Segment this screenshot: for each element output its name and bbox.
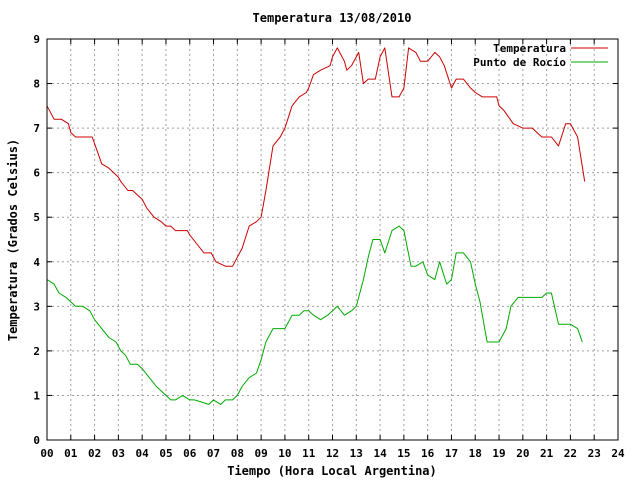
x-tick-label: 09 [255,447,268,460]
x-tick-label: 22 [564,447,577,460]
x-tick-label: 04 [136,447,150,460]
x-tick-label: 02 [88,447,101,460]
chart-title: Temperatura 13/08/2010 [253,11,412,25]
x-tick-label: 14 [373,447,387,460]
ticks: 00 01 02 03 04 05 06 07 08 09 10 11 12 13 14 15 16 17 18 19… [33,33,625,460]
y-tick-label: 5 [33,211,40,224]
x-tick-label: 24 [611,447,625,460]
x-tick-label: 21 [540,447,554,460]
x-tick-label: 12 [326,447,339,460]
x-tick-label: 19 [492,447,505,460]
x-tick-label: 05 [159,447,172,460]
x-tick-label: 07 [207,447,220,460]
grid [47,39,618,440]
legend-label-punto-de-rocio: Punto de Rocío [473,56,566,69]
y-axis-label: Temperatura (Grados Celsius) [6,139,20,341]
y-tick-label: 7 [33,122,40,135]
y-tick-label: 4 [33,256,40,269]
y-tick-label: 3 [33,300,40,313]
series-layer [46,47,586,405]
punto-de-rocio-line [46,225,583,405]
y-tick-label: 0 [33,434,40,447]
x-tick-label: 11 [302,447,316,460]
x-tick-label: 17 [445,447,458,460]
x-tick-label: 15 [397,447,410,460]
x-tick-label: 03 [112,447,125,460]
y-tick-label: 9 [33,33,40,46]
x-tick-label: 00 [40,447,53,460]
legend: Temperatura Punto de Rocío [473,42,608,69]
y-tick-label: 2 [33,345,40,358]
x-tick-label: 18 [469,447,482,460]
y-tick-label: 1 [33,389,40,402]
x-tick-label: 08 [231,447,244,460]
legend-label-temperatura: Temperatura [493,42,566,55]
temperatura-line [46,47,586,267]
x-tick-label: 20 [516,447,529,460]
x-tick-label: 06 [183,447,197,460]
x-tick-label: 10 [278,447,291,460]
x-tick-label: 01 [64,447,78,460]
x-tick-label: 16 [421,447,435,460]
x-axis-label: Tiempo (Hora Local Argentina) [227,464,437,478]
x-tick-label: 23 [588,447,601,460]
y-tick-label: 8 [33,78,40,91]
x-tick-label: 13 [350,447,363,460]
y-tick-label: 6 [33,167,40,180]
